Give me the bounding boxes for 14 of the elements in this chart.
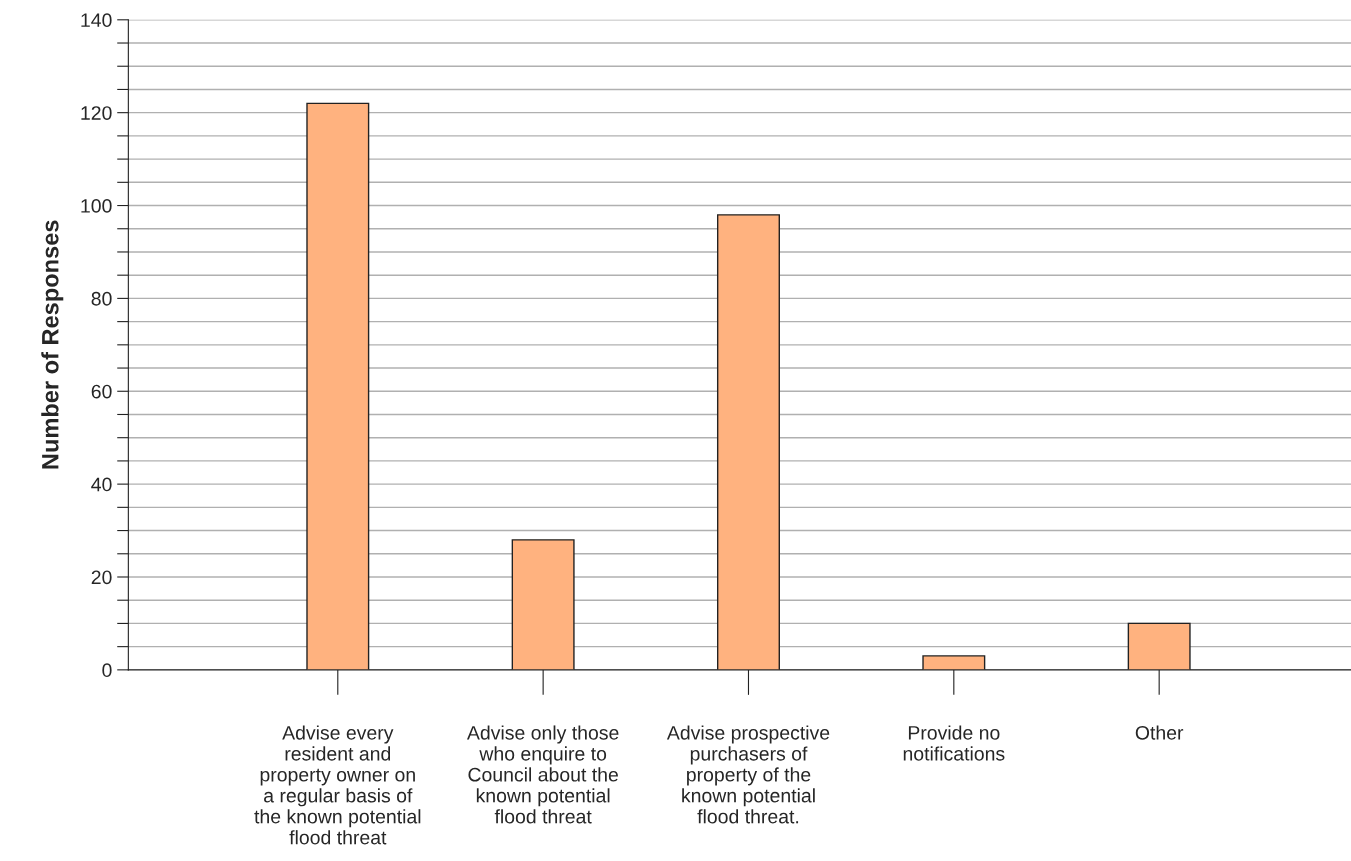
x-tick-label: Advise every resident and property owner on a regular basis of the known potential flood threat (254, 725, 421, 845)
y-tick-label: 120 (81, 106, 112, 120)
y-tick-label: 100 (81, 199, 112, 213)
y-tick-label: 0 (102, 663, 112, 678)
y-axis-title: Number of Responses (41, 220, 64, 469)
y-tick-label: 60 (91, 384, 112, 399)
y-tick-label: 40 (91, 477, 112, 492)
x-tick-label: Provide no notifications (903, 725, 1005, 761)
y-tick-label: 140 (81, 13, 112, 28)
x-tick-label: Other (1135, 725, 1184, 740)
y-tick-label: 20 (91, 570, 112, 585)
x-tick-label: Advise prospective purchasers of property of the known potential flood threat. (666, 725, 830, 824)
y-tick-label: 80 (91, 291, 112, 306)
x-tick-label: Advise only those who enquire to Council about the known potential flood threat (466, 725, 619, 824)
